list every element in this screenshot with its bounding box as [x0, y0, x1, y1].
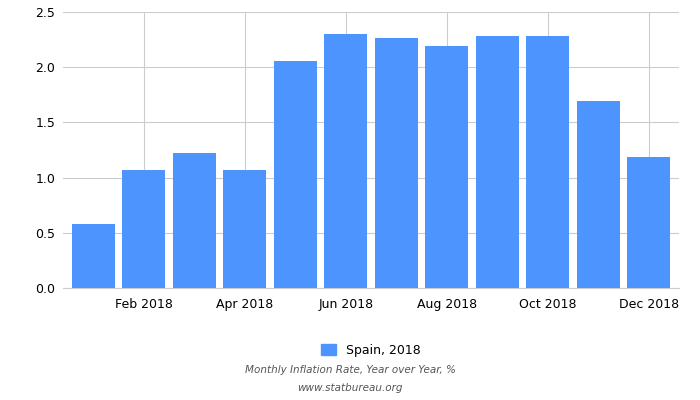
Bar — [223, 170, 266, 288]
Bar — [324, 34, 368, 288]
Bar — [526, 36, 569, 288]
Bar — [476, 36, 519, 288]
Bar — [426, 46, 468, 288]
Bar — [173, 153, 216, 288]
Bar — [122, 170, 165, 288]
Text: www.statbureau.org: www.statbureau.org — [298, 383, 402, 393]
Legend: Spain, 2018: Spain, 2018 — [321, 344, 421, 357]
Bar — [274, 60, 316, 288]
Bar — [374, 38, 418, 288]
Bar — [72, 224, 115, 288]
Text: Monthly Inflation Rate, Year over Year, %: Monthly Inflation Rate, Year over Year, … — [244, 365, 456, 375]
Bar — [577, 102, 620, 288]
Bar — [627, 157, 670, 288]
